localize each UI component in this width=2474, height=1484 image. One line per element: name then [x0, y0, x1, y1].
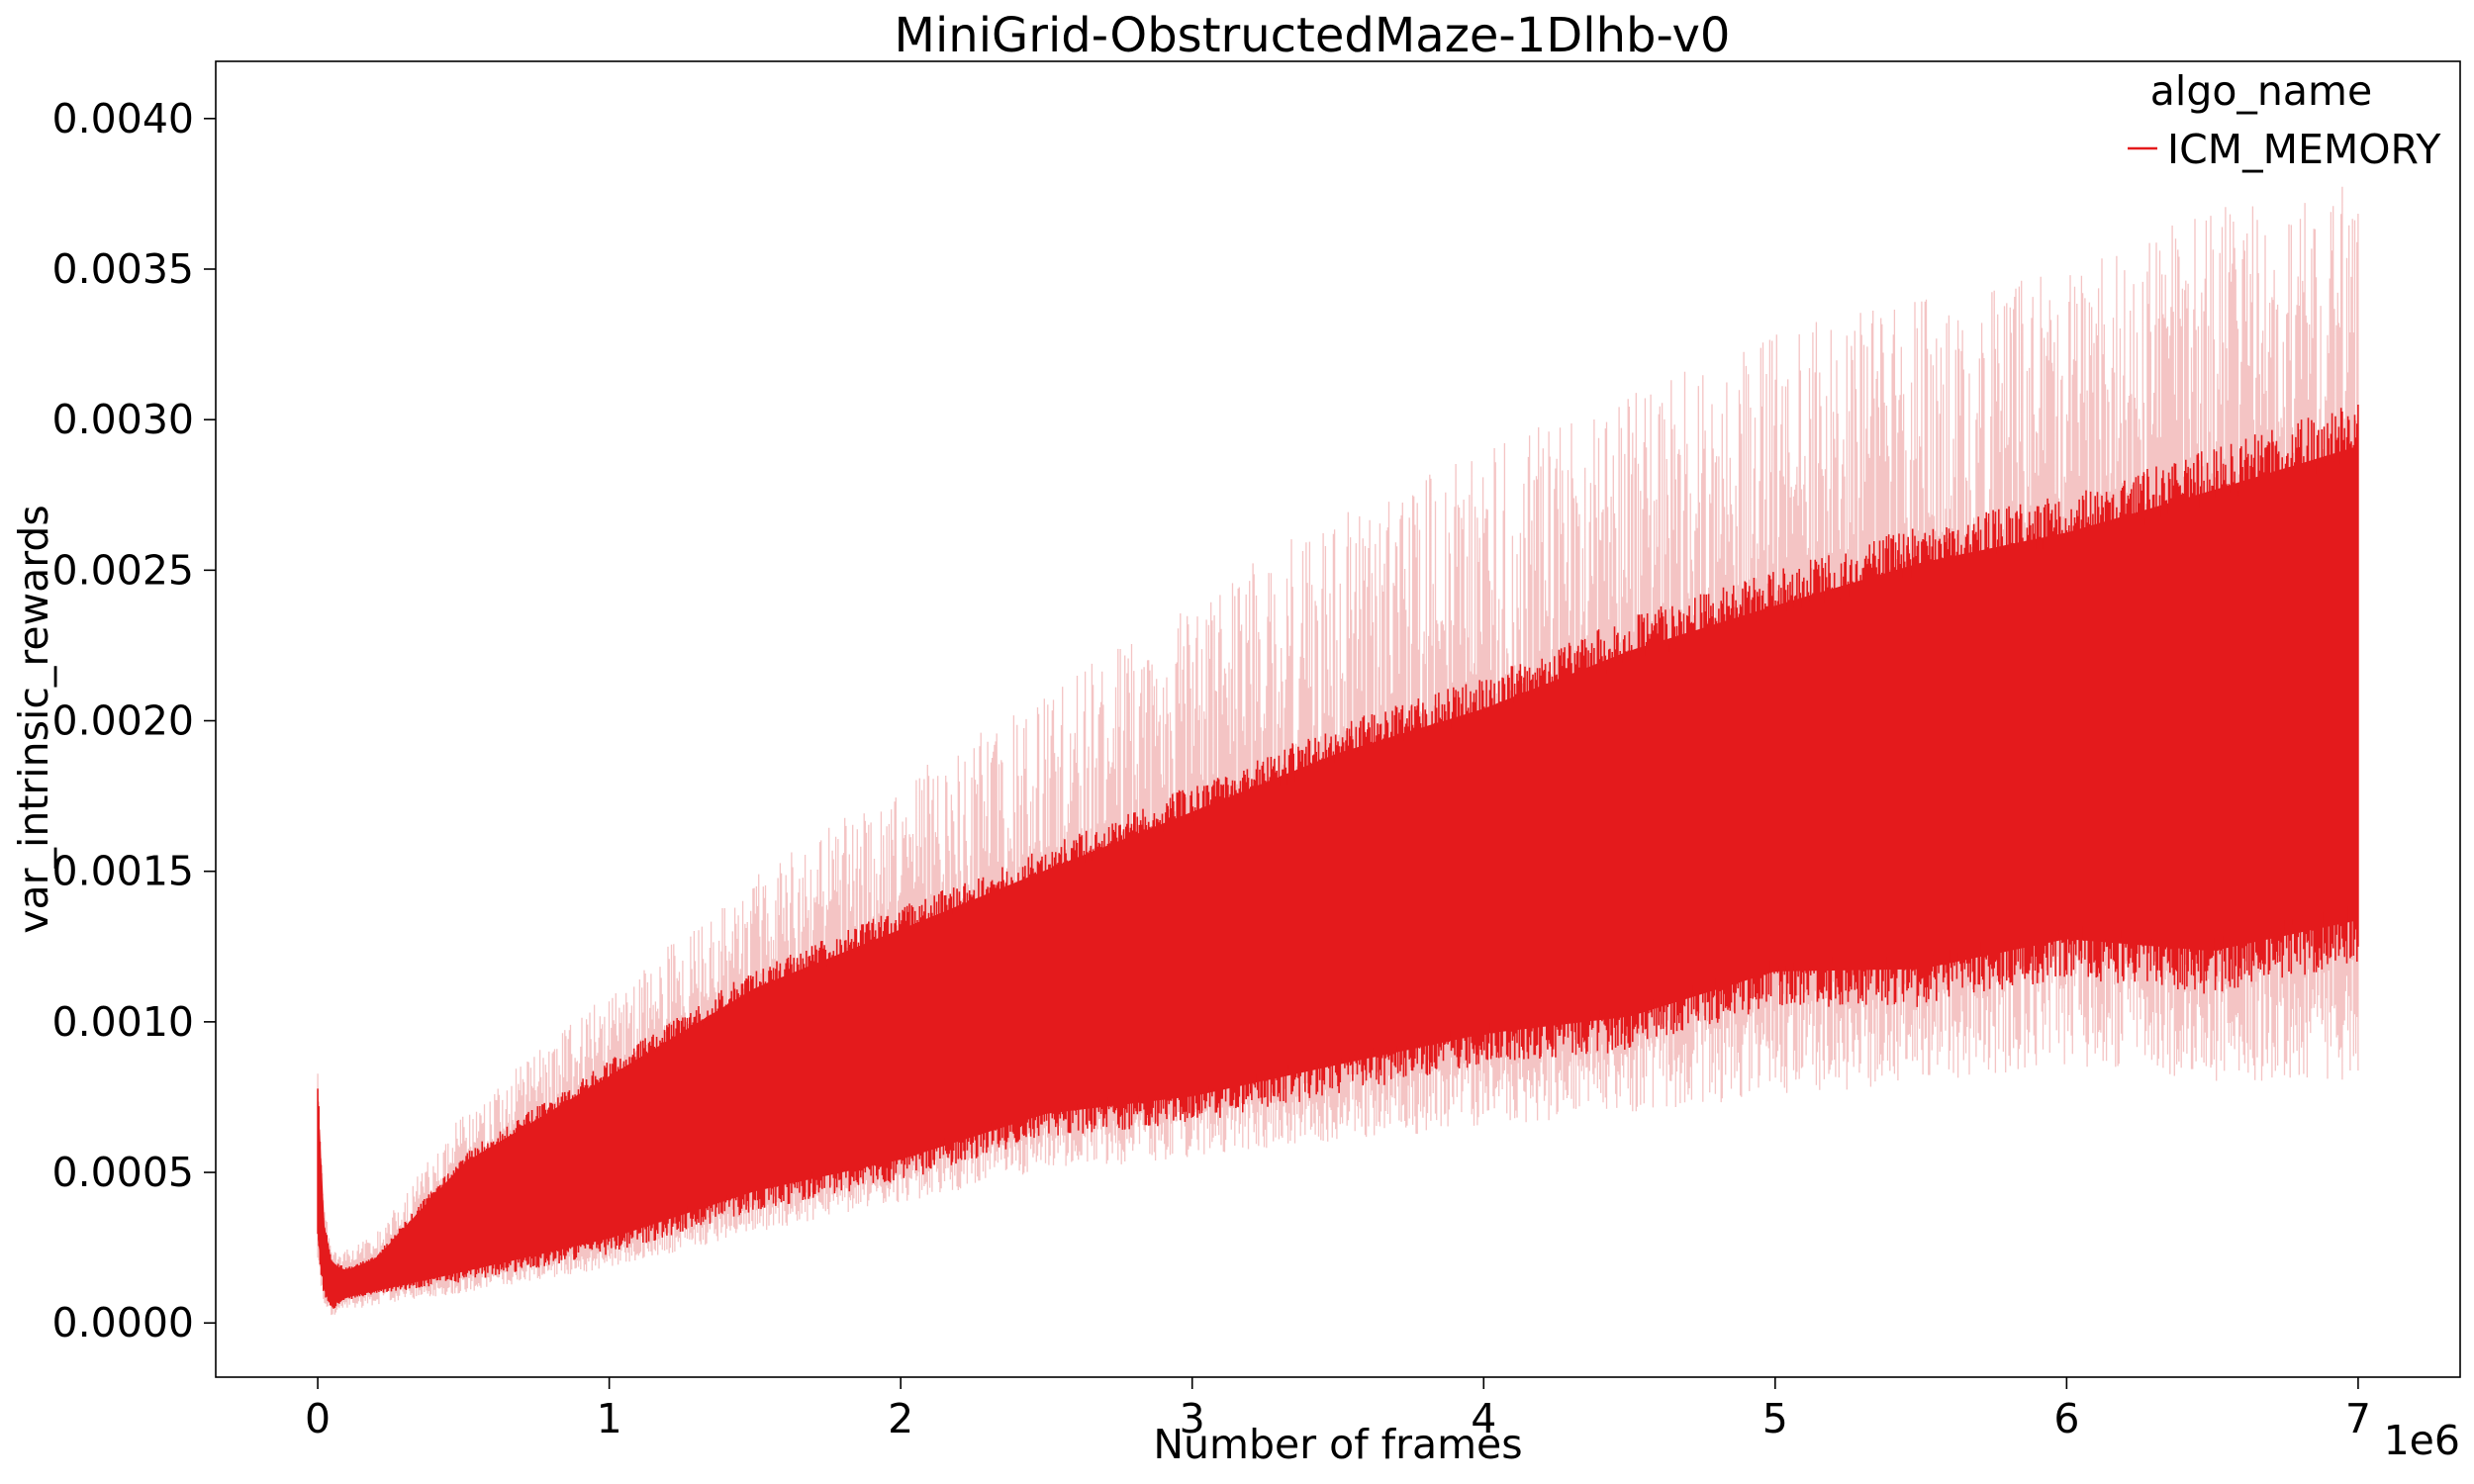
x-tick-label: 6	[2053, 1395, 2079, 1442]
axes-frame	[215, 60, 2461, 1378]
y-tick-label: 0.0030	[52, 396, 194, 443]
series-oscillation-icm-memory	[317, 405, 2359, 1309]
y-tick-label: 0.0010	[52, 998, 194, 1046]
x-tick-label: 5	[1762, 1395, 1788, 1442]
y-tick-label: 0.0000	[52, 1299, 194, 1346]
y-tick-label: 0.0040	[52, 95, 194, 142]
y-axis: 0.0000 0.0005 0.0010 0.0015 0.0020 0.0025 0.00…	[52, 95, 216, 1346]
y-tick-label: 0.0035	[52, 245, 194, 293]
y-tick-label: 0.0015	[52, 848, 194, 895]
x-axis-label: Number of frames	[1153, 1421, 1522, 1468]
legend: algo_name ICM_MEMORY	[2128, 67, 2441, 173]
x-axis: 0 1 2 3 4 5 6 7	[305, 1377, 2371, 1442]
x-offset-text: 1e6	[2384, 1417, 2460, 1464]
x-tick-label: 7	[2345, 1395, 2371, 1442]
y-tick-label: 0.0005	[52, 1149, 194, 1196]
series-line-icm-memory	[317, 405, 2359, 1309]
x-tick-label: 0	[305, 1395, 331, 1442]
x-tick-label: 1	[597, 1395, 622, 1442]
y-tick-label: 0.0020	[52, 697, 194, 745]
y-tick-label: 0.0025	[52, 546, 194, 594]
plot-area	[317, 186, 2359, 1316]
legend-entry-icm-memory: ICM_MEMORY	[2167, 126, 2441, 173]
x-tick-label: 4	[1471, 1395, 1496, 1442]
x-tick-label: 2	[888, 1395, 913, 1442]
y-axis-label: var_intrinsic_rewards	[10, 505, 57, 934]
chart-title: MiniGrid-ObstructedMaze-1Dlhb-v0	[895, 8, 1731, 63]
x-tick-label: 3	[1180, 1395, 1205, 1442]
legend-title: algo_name	[2150, 67, 2372, 115]
